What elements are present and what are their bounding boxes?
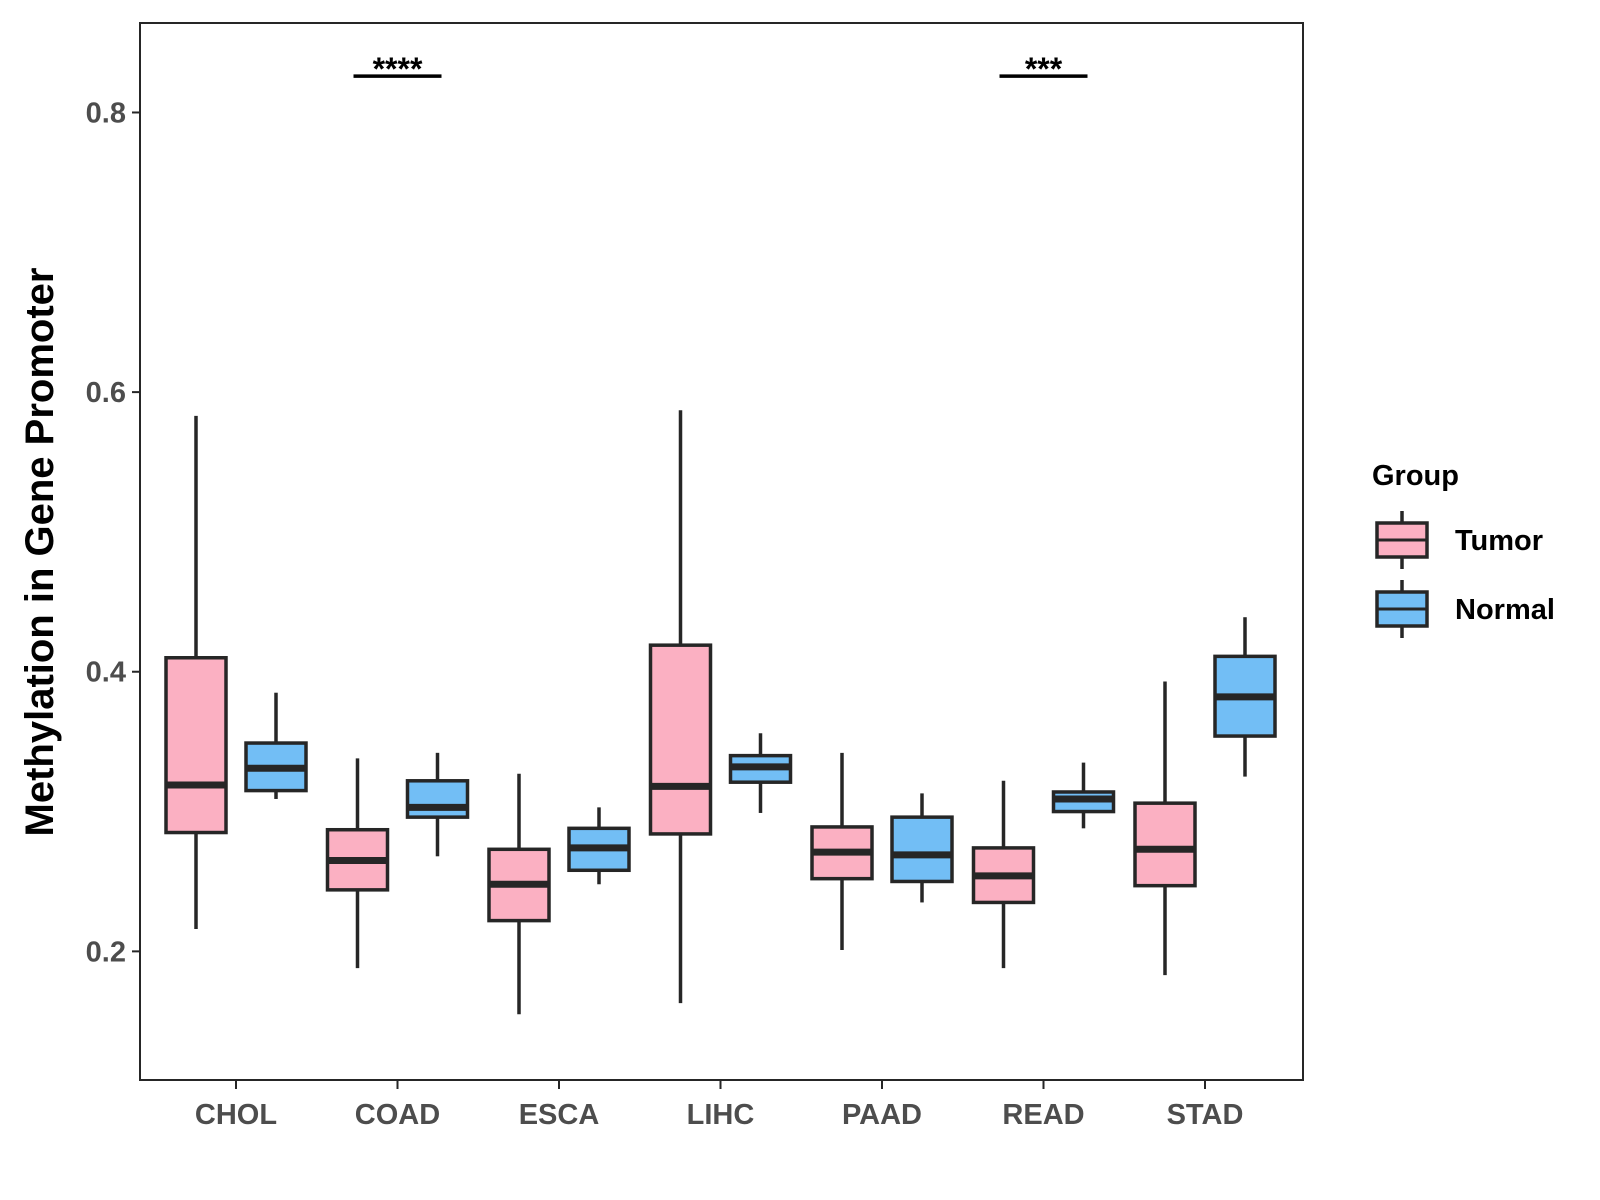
x-tick-label-esca: ESCA	[519, 1099, 600, 1131]
box-normal-stad	[1213, 617, 1277, 777]
box-normal-coad	[405, 752, 470, 857]
plot-panel-border	[139, 22, 1304, 1081]
y-tick-label: 0.6	[86, 377, 126, 409]
box-tumor-lihc	[648, 410, 713, 1004]
box-tumor-esca	[487, 773, 551, 1015]
y-axis-title: Methylation in Gene Promoter	[18, 268, 62, 837]
legend-item-tumor: Tumor	[1375, 511, 1543, 569]
box-tumor-coad	[325, 758, 390, 969]
x-tick-label-stad: STAD	[1167, 1099, 1244, 1131]
y-tick-label: 0.4	[86, 657, 126, 689]
box-tumor-paad	[810, 752, 874, 950]
significance-label: ****	[373, 51, 423, 87]
legend-title: Group	[1372, 460, 1459, 492]
x-tick-label-coad: COAD	[355, 1099, 440, 1131]
x-tick-label-read: READ	[1002, 1099, 1084, 1131]
box-body	[1133, 801, 1197, 888]
box-normal-esca	[567, 807, 631, 885]
box-body	[405, 779, 470, 819]
significance-annotations: **** ***	[353, 51, 1088, 87]
legend: Group Tumor Normal	[1372, 460, 1555, 638]
box-layer	[164, 410, 1277, 1015]
y-tick-label: 0.8	[86, 97, 126, 129]
box-normal-paad	[890, 793, 954, 903]
box-normal-read	[1051, 762, 1116, 829]
box-body	[648, 643, 713, 836]
x-tick-label-lihc: LIHC	[687, 1099, 755, 1131]
box-normal-lihc	[728, 733, 793, 813]
y-axis: 0.2 0.4 0.6 0.8	[86, 97, 140, 968]
box-normal-chol	[244, 692, 308, 799]
legend-item-normal: Normal	[1375, 580, 1555, 638]
legend-label: Tumor	[1455, 525, 1543, 557]
x-tick-label-paad: PAAD	[842, 1099, 922, 1131]
box-tumor-read	[971, 780, 1036, 969]
legend-label: Normal	[1455, 594, 1555, 626]
significance-label: ***	[1025, 51, 1063, 87]
box-body	[890, 815, 954, 884]
box-body	[164, 656, 228, 835]
y-tick-label: 0.2	[86, 936, 126, 968]
box-tumor-chol	[164, 415, 228, 929]
x-tick-label-chol: CHOL	[195, 1099, 277, 1131]
box-tumor-stad	[1133, 681, 1197, 976]
x-axis: CHOL COAD ESCA LIHC PAAD READ STAD	[195, 1080, 1243, 1131]
